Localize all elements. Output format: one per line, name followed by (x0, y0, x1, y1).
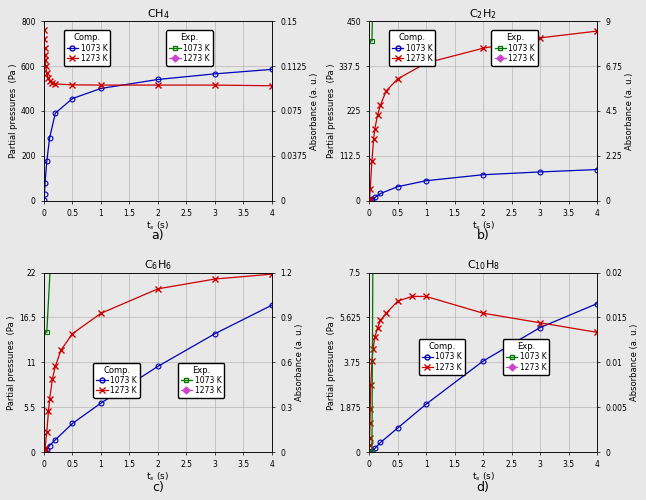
Y-axis label: Absorbance (a. u.): Absorbance (a. u.) (625, 72, 634, 150)
Y-axis label: Absorbance (a. u.): Absorbance (a. u.) (295, 324, 304, 401)
Text: b): b) (477, 230, 490, 242)
X-axis label: t$_s$ (s): t$_s$ (s) (147, 471, 169, 484)
Legend: 1073 K, 1273 K: 1073 K, 1273 K (492, 30, 538, 66)
Text: a): a) (152, 230, 164, 242)
Title: C$_2$H$_2$: C$_2$H$_2$ (469, 7, 497, 20)
Text: d): d) (477, 481, 490, 494)
X-axis label: t$_s$ (s): t$_s$ (s) (472, 220, 495, 232)
Title: CH$_4$: CH$_4$ (147, 7, 169, 20)
Y-axis label: Absorbance (a. u.): Absorbance (a. u.) (310, 72, 318, 150)
Legend: 1073 K, 1273 K: 1073 K, 1273 K (503, 339, 550, 374)
Y-axis label: Absorbance (a. u.): Absorbance (a. u.) (630, 324, 639, 401)
X-axis label: t$_s$ (s): t$_s$ (s) (472, 471, 495, 484)
Y-axis label: Partial pressures  (Pa ): Partial pressures (Pa ) (9, 64, 18, 158)
Y-axis label: Partial pressures  (Pa ): Partial pressures (Pa ) (328, 315, 336, 410)
Title: C$_{10}$H$_8$: C$_{10}$H$_8$ (466, 258, 499, 272)
Y-axis label: Partial pressures  (Pa ): Partial pressures (Pa ) (327, 64, 336, 158)
Legend: 1073 K, 1273 K: 1073 K, 1273 K (166, 30, 213, 66)
Text: c): c) (152, 481, 164, 494)
Y-axis label: Partial pressures  (Pa ): Partial pressures (Pa ) (7, 315, 16, 410)
X-axis label: t$_s$ (s): t$_s$ (s) (147, 220, 169, 232)
Legend: 1073 K, 1273 K: 1073 K, 1273 K (178, 362, 224, 398)
Title: C$_6$H$_6$: C$_6$H$_6$ (144, 258, 172, 272)
